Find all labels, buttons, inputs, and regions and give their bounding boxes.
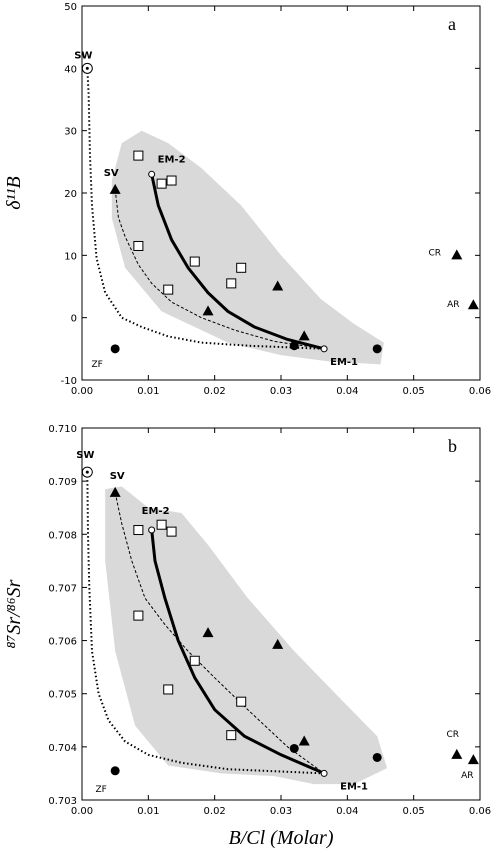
sw-point-center — [85, 66, 89, 70]
open-square-point — [189, 655, 200, 666]
annotation-em-2: EM-2 — [142, 506, 170, 517]
y-tick-label: 0.707 — [48, 583, 77, 594]
sw-point-center — [85, 470, 89, 474]
x-tick-label: 0.03 — [270, 806, 292, 817]
filled-triangle-point — [272, 280, 284, 291]
open-square-point — [156, 178, 167, 189]
filled-circle-point — [289, 743, 299, 753]
x-tick-label: 0.00 — [71, 806, 93, 817]
y-tick-label: 30 — [64, 127, 77, 138]
y-axis-title: ⁸⁷Sr/⁸⁶Sr — [3, 579, 25, 648]
filled-circle-point — [110, 344, 120, 354]
filled-triangle-point — [467, 299, 479, 310]
shaded-mixing-region — [111, 130, 384, 365]
x-tick-label: 0.06 — [469, 386, 491, 397]
filled-circle-point — [372, 752, 382, 762]
y-tick-label: 0.708 — [48, 530, 77, 541]
filled-circle-point — [289, 341, 299, 351]
open-square-point — [236, 262, 247, 273]
x-tick-label: 0.01 — [137, 806, 159, 817]
open-square-point — [166, 526, 177, 537]
filled-triangle-point — [451, 249, 463, 260]
sv-mixing-curve — [114, 189, 325, 350]
x-tick-label: 0.05 — [403, 806, 425, 817]
x-tick-label: 0.00 — [71, 386, 93, 397]
y-axis-title: δ¹¹B — [3, 176, 25, 210]
open-square-point — [226, 278, 237, 289]
end-member-point — [320, 345, 328, 353]
open-square-point — [133, 240, 144, 251]
y-tick-label: 0.703 — [48, 796, 77, 807]
open-square-point — [133, 150, 144, 161]
annotation-cr: CR — [429, 248, 442, 258]
annotation-ar: AR — [447, 300, 459, 310]
x-tick-label: 0.01 — [137, 386, 159, 397]
x-tick-label: 0.06 — [469, 806, 491, 817]
filled-triangle-point — [109, 183, 121, 194]
x-tick-label: 0.04 — [336, 386, 358, 397]
open-square-point — [156, 519, 167, 530]
open-square-point — [133, 610, 144, 621]
filled-circle-point — [372, 344, 382, 354]
annotation-sw: SW — [76, 450, 94, 461]
filled-triangle-point — [467, 754, 479, 765]
y-tick-label: 0.709 — [48, 477, 77, 488]
open-square-point — [236, 696, 247, 707]
annotation-cr: CR — [447, 730, 460, 740]
annotation-sw: SW — [74, 50, 92, 61]
x-tick-label: 0.03 — [270, 386, 292, 397]
y-tick-label: 0.710 — [48, 424, 77, 435]
panel-a: 0.00 0.01 0.02 0.03 0.04 0.05 0.06 -10 0 10 20 30 40… — [3, 2, 491, 397]
annotation-ar: AR — [461, 771, 473, 781]
filled-triangle-point — [109, 486, 121, 497]
end-member-point — [148, 526, 156, 534]
open-square-point — [189, 256, 200, 267]
y-tick-label: -10 — [61, 376, 77, 387]
filled-triangle-point — [298, 735, 310, 746]
filled-circle-point — [110, 766, 120, 776]
x-axis-title: B/Cl (Molar) — [229, 827, 334, 849]
open-square-point — [163, 684, 174, 695]
filled-triangle-point — [202, 627, 214, 638]
annotation-zf: ZF — [95, 785, 106, 795]
filled-triangle-point — [451, 748, 463, 759]
y-tick-label: 0.706 — [48, 637, 77, 648]
y-tick-label: 40 — [64, 64, 77, 75]
annotation-sv: SV — [110, 471, 125, 482]
filled-triangle-point — [298, 330, 310, 341]
annotation-em-2: EM-2 — [158, 154, 186, 165]
open-square-point — [133, 525, 144, 536]
x-tick-label: 0.02 — [204, 806, 226, 817]
x-tick-label: 0.04 — [336, 806, 358, 817]
filled-triangle-point — [272, 638, 284, 649]
annotation-zf: ZF — [91, 360, 102, 370]
y-tick-label: 50 — [64, 2, 77, 13]
open-square-point — [166, 175, 177, 186]
em-mixing-curve — [150, 173, 325, 351]
y-tick-label: 0.704 — [48, 743, 77, 754]
panel-label: b — [448, 436, 457, 456]
end-member-point — [148, 170, 156, 178]
em-mixing-curve — [150, 529, 325, 775]
annotation-em-1: EM-1 — [330, 357, 358, 368]
y-tick-label: 0 — [71, 314, 77, 325]
open-square-point — [226, 730, 237, 741]
end-member-point — [320, 769, 328, 777]
panel-label: a — [448, 14, 456, 34]
y-tick-label: 10 — [64, 251, 77, 262]
filled-triangle-point — [202, 305, 214, 316]
x-tick-label: 0.05 — [403, 386, 425, 397]
annotation-sv: SV — [104, 168, 119, 179]
x-tick-label: 0.02 — [204, 386, 226, 397]
shaded-mixing-region — [105, 486, 388, 785]
y-tick-label: 20 — [64, 189, 77, 200]
panel-b: 0.00 0.01 0.02 0.03 0.04 0.05 0.06 0.703 0.704 0.… — [3, 424, 491, 849]
sw-mixing-curve — [86, 68, 325, 350]
y-tick-label: 0.705 — [48, 690, 77, 701]
annotation-em-1: EM-1 — [340, 781, 368, 792]
open-square-point — [163, 284, 174, 295]
